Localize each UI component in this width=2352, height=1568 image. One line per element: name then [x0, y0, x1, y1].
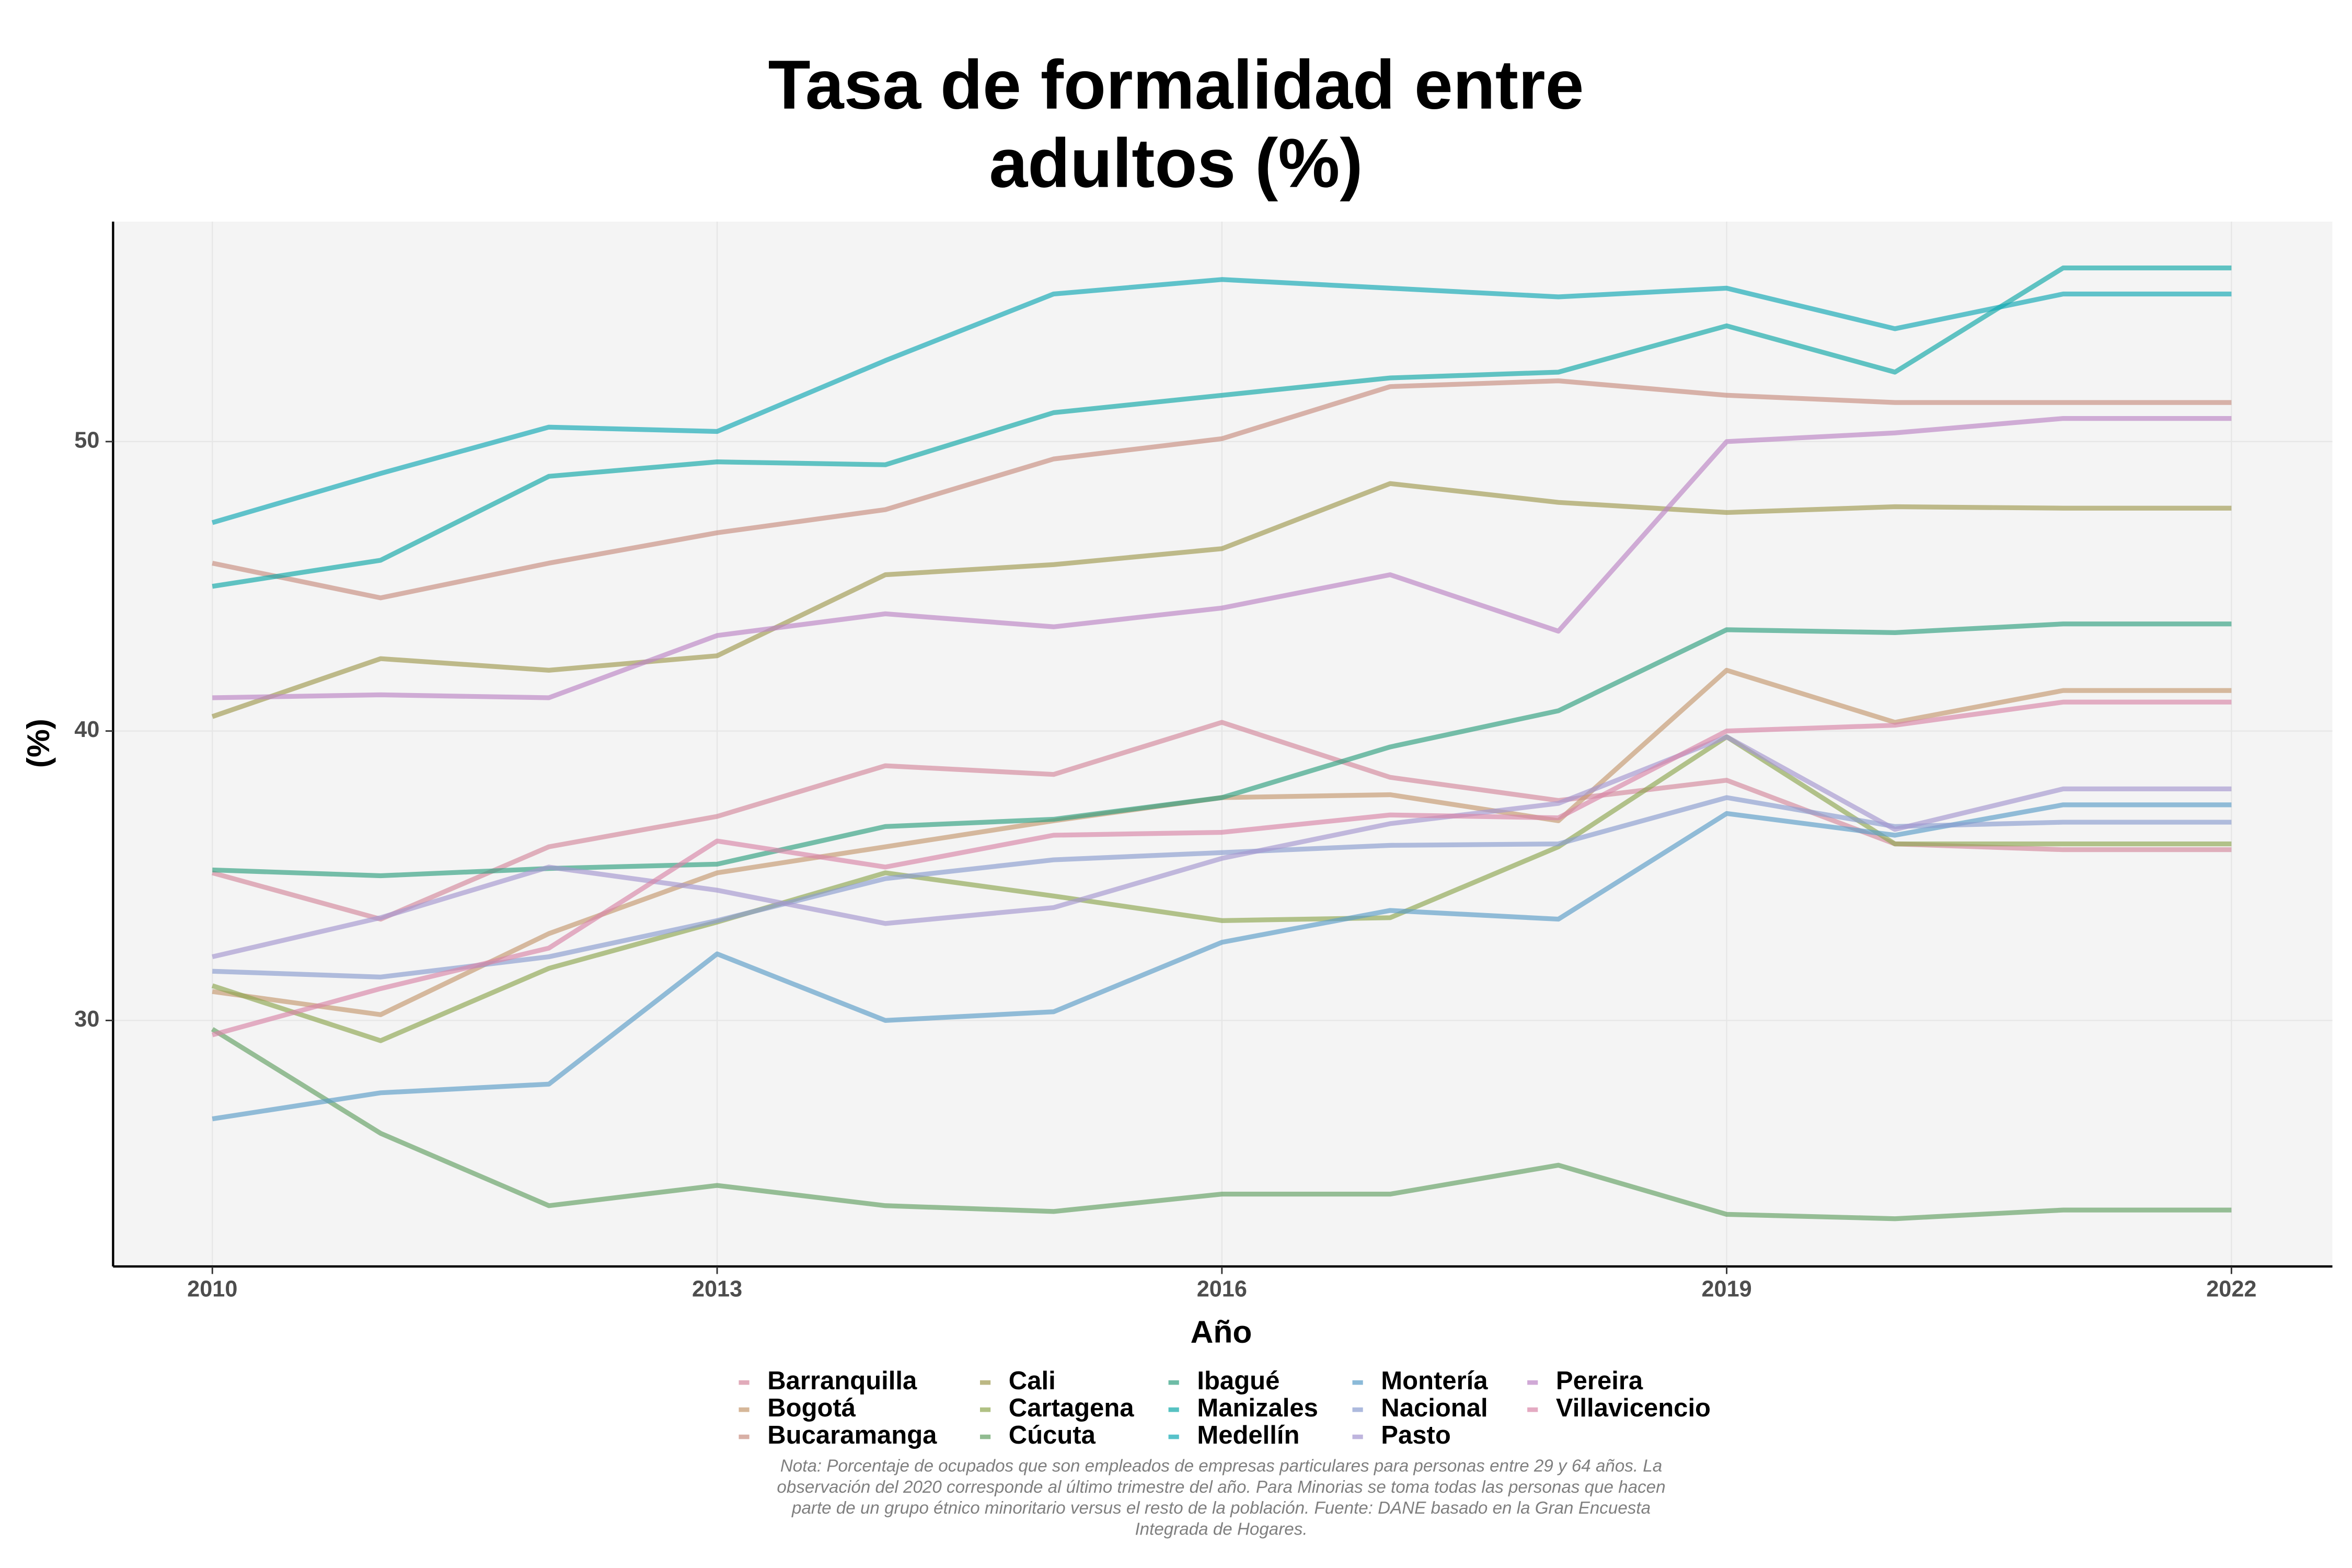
y-tick-label: 50 [74, 428, 99, 453]
series-line [211, 481, 2232, 719]
legend-label: Medellín [1197, 1421, 1299, 1449]
series-line [211, 277, 2232, 525]
note: Nota: Porcentaje de ocupados que son emp… [777, 1458, 1666, 1540]
legend-label: Cali [1009, 1367, 1056, 1395]
legend-label: Barranquilla [767, 1367, 917, 1395]
title-box: Tasa de formalidad entre adultos (%) [768, 45, 1584, 202]
series-line [212, 378, 2232, 601]
series-line [212, 795, 2232, 979]
x-tick-label: 2013 [692, 1277, 742, 1302]
series-line [211, 734, 2232, 1043]
legend-label: Cúcuta [1009, 1421, 1096, 1449]
legend-label: Cartagena [1009, 1394, 1134, 1422]
y-axis-label: (%) [20, 719, 56, 768]
legend-label: Bogotá [767, 1394, 856, 1422]
series-line [212, 734, 2232, 960]
x-tick-label: 2010 [187, 1277, 237, 1302]
series-line [212, 266, 2232, 589]
x-tick-label: 2016 [1197, 1277, 1247, 1302]
chart-title: Tasa de formalidad entre adultos (%) [768, 45, 1584, 202]
legend-label: Villavicencio [1556, 1394, 1711, 1422]
legend-label: Bucaramanga [767, 1421, 937, 1449]
series-line [212, 802, 2232, 1122]
note-box: Nota: Porcentaje de ocupados que son emp… [777, 1458, 1666, 1540]
legend-label: Manizales [1197, 1394, 1318, 1422]
series-line [212, 416, 2232, 700]
x-axis-label: Año [1191, 1314, 1252, 1350]
series-line [211, 1027, 2232, 1221]
x-tick-label: 2019 [1701, 1277, 1751, 1302]
y-tick-label: 30 [74, 1007, 99, 1032]
plot-background [113, 222, 2333, 1267]
legend-label: Pereira [1556, 1367, 1643, 1395]
series-line [212, 699, 2232, 1037]
legend-label: Ibagué [1197, 1367, 1279, 1395]
legend-label: Nacional [1381, 1394, 1488, 1422]
legend-label: Montería [1381, 1367, 1488, 1395]
y-tick-label: 40 [74, 717, 99, 742]
legend-label: Pasto [1381, 1421, 1450, 1449]
x-tick-label: 2022 [2206, 1277, 2256, 1302]
